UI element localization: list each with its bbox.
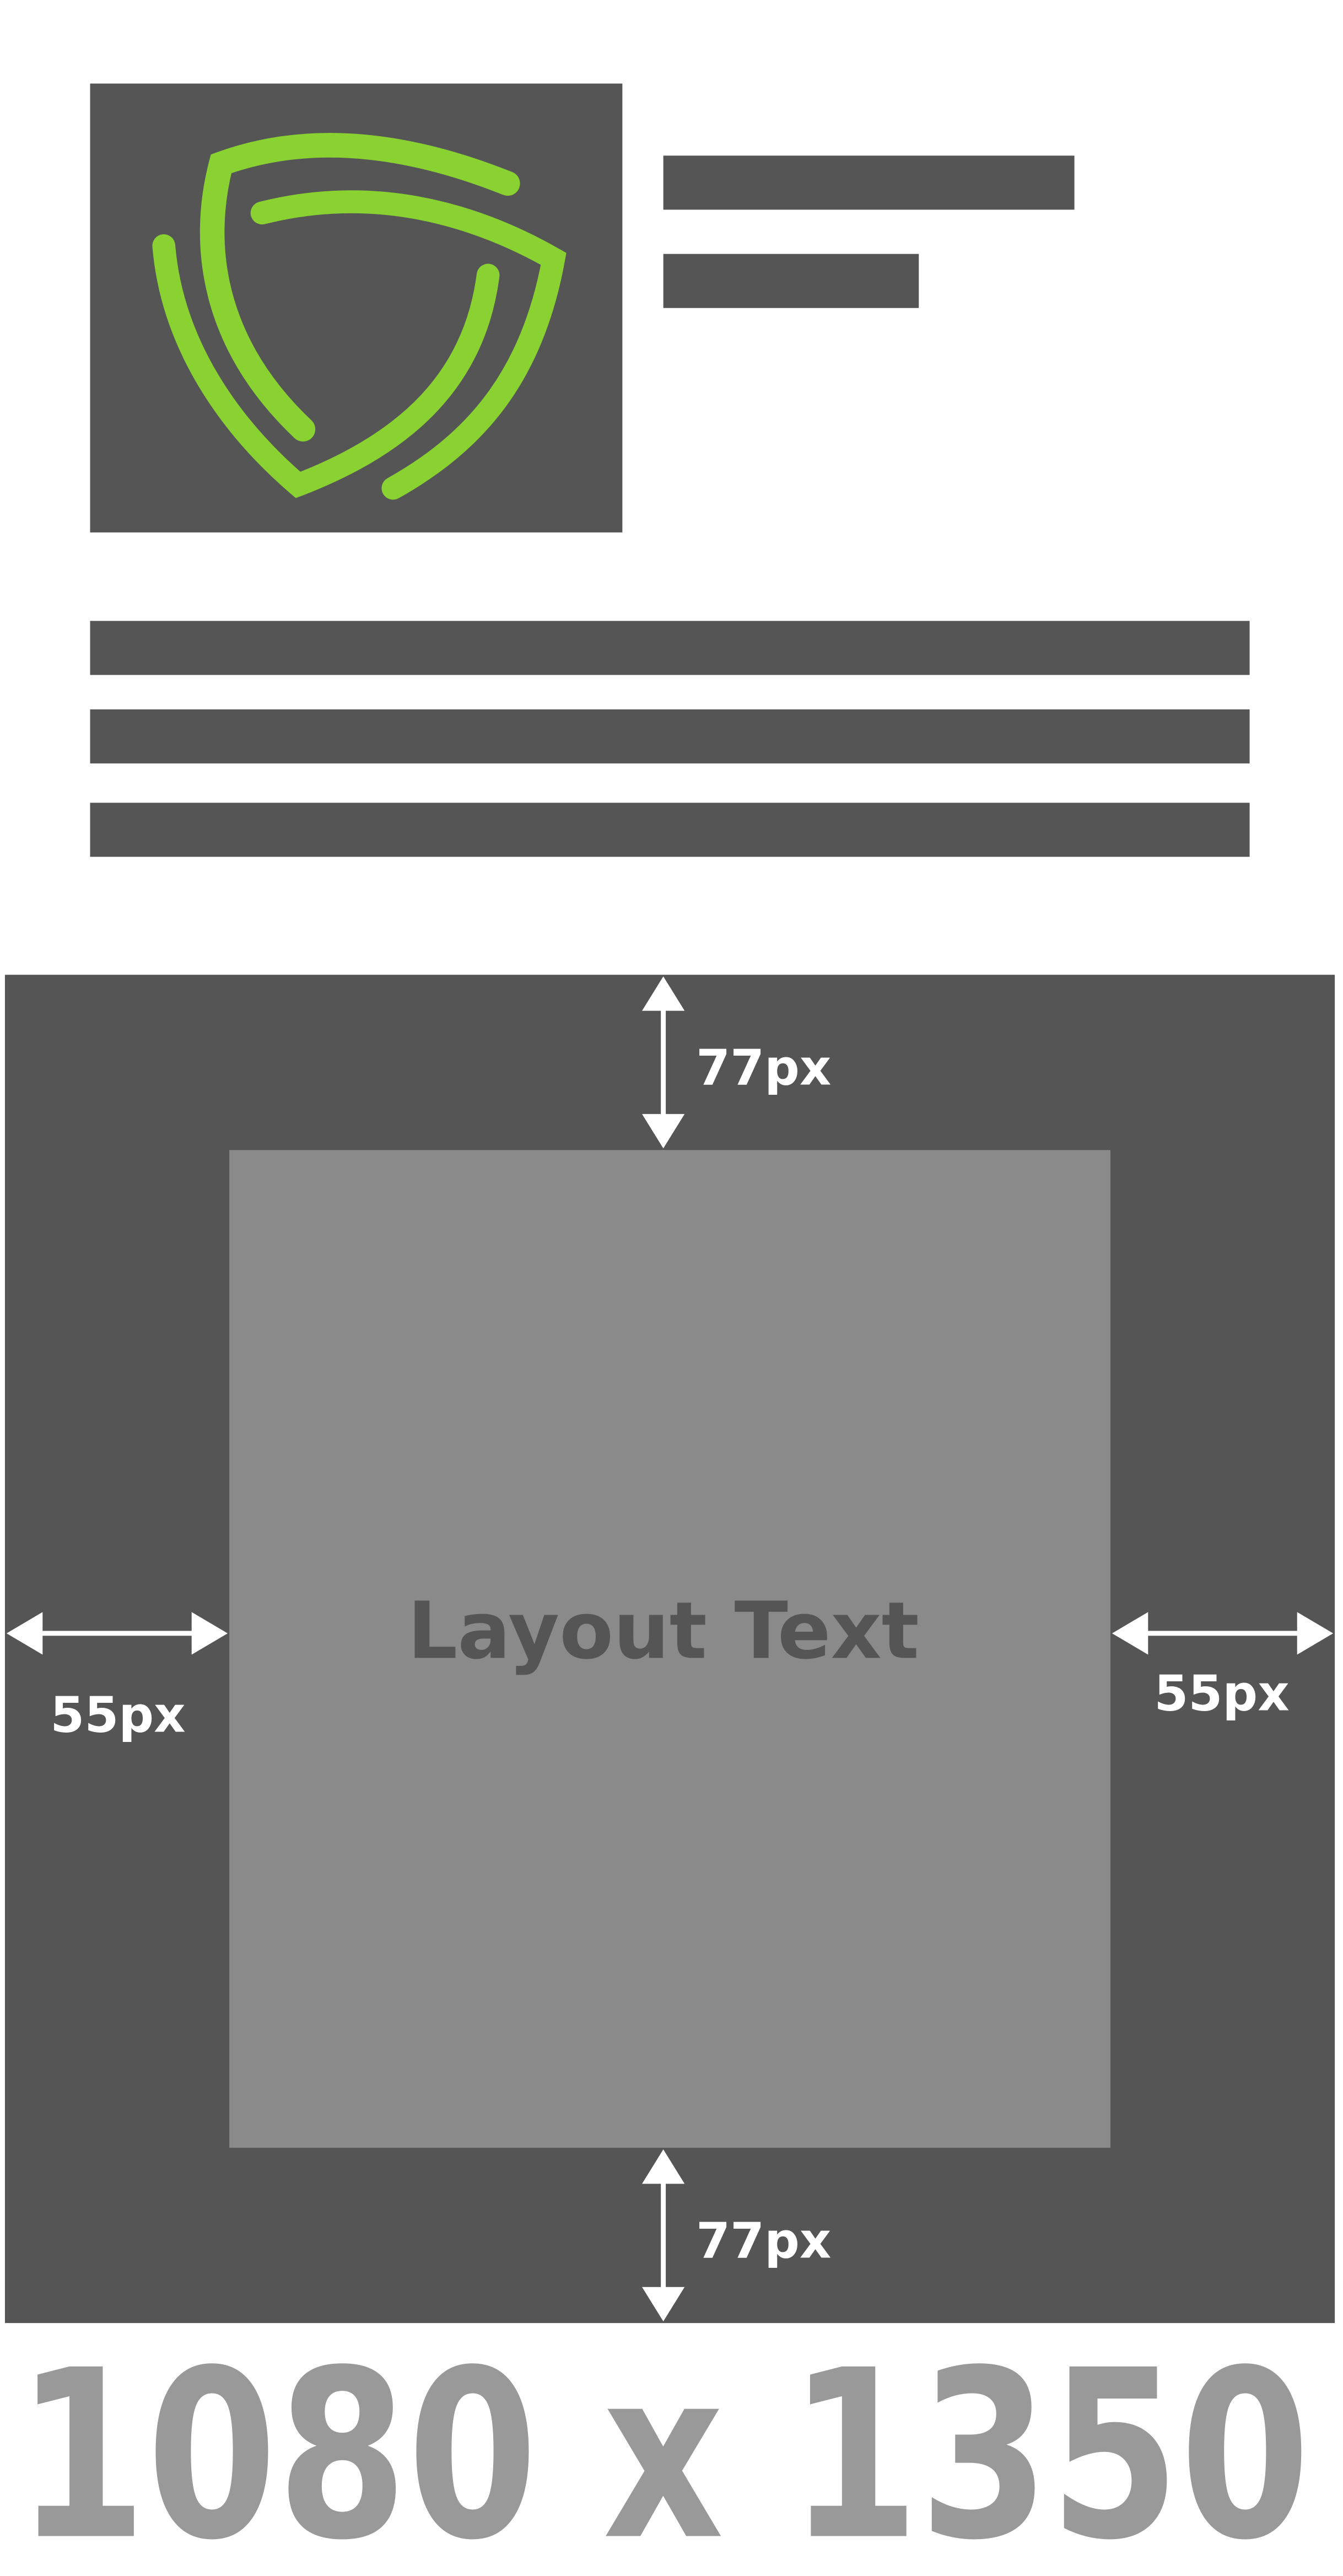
text-bar <box>90 803 1250 857</box>
content-area <box>229 1150 1110 2148</box>
dimensions: 1080 x 1350 <box>17 2320 1310 2576</box>
layout-text: Layout Text <box>407 1585 919 1677</box>
arrows <box>6 976 1334 2322</box>
text-bar <box>90 621 1250 675</box>
text-bar <box>90 709 1250 763</box>
subtitle-bar <box>663 254 919 308</box>
margin-label: 55px <box>1154 1665 1289 1723</box>
margin-label: 77px <box>696 2212 831 2270</box>
title-bar <box>663 155 1075 210</box>
margin-label: 55px <box>50 1686 185 1744</box>
logo <box>152 133 567 500</box>
margin-label: 77px <box>696 1039 831 1096</box>
